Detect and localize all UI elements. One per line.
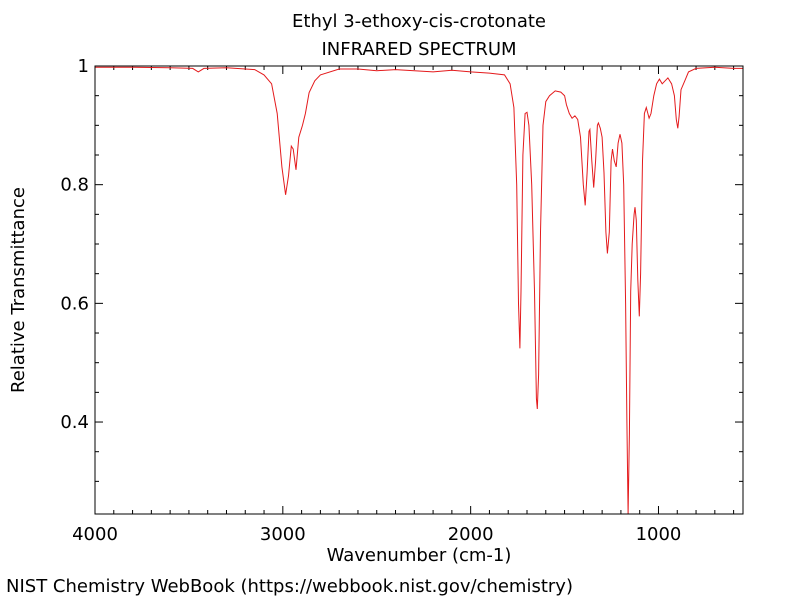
y-tick-label: 0.6: [60, 293, 89, 314]
x-tick-label: 2000: [448, 524, 494, 545]
x-tick-label: 1000: [636, 524, 682, 545]
y-axis-label: Relative Transmittance: [8, 187, 29, 393]
x-axis-label: Wavenumber (cm-1): [327, 545, 512, 566]
x-tick-label: 4000: [72, 524, 118, 545]
tick-labels: 4000 3000 2000 1000 0.4 0.6 0.8 1: [60, 56, 681, 545]
source-credit: NIST Chemistry WebBook (https://webbook.…: [6, 576, 573, 597]
chart-subtitle: INFRARED SPECTRUM: [321, 39, 517, 60]
chart-title: Ethyl 3-ethoxy-cis-crotonate: [292, 11, 546, 32]
y-tick-label: 0.4: [60, 412, 89, 433]
axis-ticks: [94, 65, 743, 514]
y-tick-label: 0.8: [60, 175, 89, 196]
plot-frame: [94, 65, 744, 515]
spectrum-trace: [95, 66, 743, 515]
y-tick-label: 1: [78, 56, 89, 77]
x-tick-label: 3000: [260, 524, 306, 545]
